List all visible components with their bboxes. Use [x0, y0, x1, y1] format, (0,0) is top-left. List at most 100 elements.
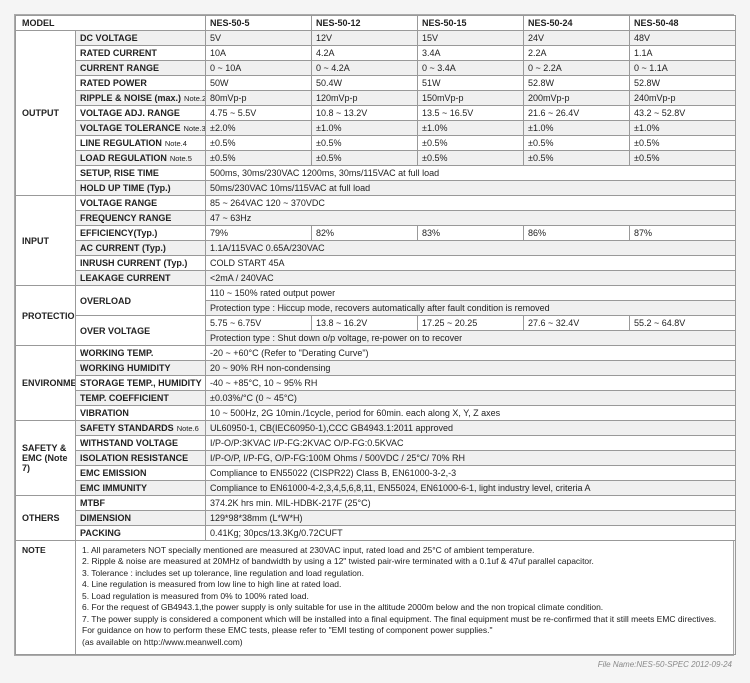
table-row: FREQUENCY RANGE47 ~ 63Hz	[16, 211, 736, 226]
value-cell: 4.75 ~ 5.5V	[206, 106, 312, 121]
value-span: COLD START 45A	[206, 256, 736, 271]
param-label: TEMP. COEFFICIENT	[76, 391, 206, 406]
param-label: RATED POWER	[76, 76, 206, 91]
value-span: ±0.03%/°C (0 ~ 45°C)	[206, 391, 736, 406]
value-cell: 5.75 ~ 6.75V	[206, 316, 312, 331]
value-cell: ±0.5%	[418, 136, 524, 151]
note-line: 3. Tolerance : includes set up tolerance…	[82, 568, 729, 579]
value-cell: 51W	[418, 76, 524, 91]
param-label: FREQUENCY RANGE	[76, 211, 206, 226]
note-line: 7. The power supply is considered a comp…	[82, 614, 729, 637]
param-label: DIMENSION	[76, 511, 206, 526]
value-cell: 86%	[524, 226, 630, 241]
note-line: 1. All parameters NOT specially mentione…	[82, 545, 729, 556]
section-label: INPUT	[16, 196, 76, 286]
table-row: DIMENSION129*98*38mm (L*W*H)	[16, 511, 736, 526]
param-label: EMC IMMUNITY	[76, 481, 206, 496]
param-label: DC VOLTAGE	[76, 31, 206, 46]
value-cell: 3.4A	[418, 46, 524, 61]
table-row: SAFETY & EMC (Note 7)SAFETY STANDARDSNot…	[16, 421, 736, 436]
value-cell: 43.2 ~ 52.8V	[630, 106, 736, 121]
note-line: 5. Load regulation is measured from 0% t…	[82, 591, 729, 602]
value-cell: ±2.0%	[206, 121, 312, 136]
section-label: PROTECTION	[16, 286, 76, 346]
value-span: 1.1A/115VAC 0.65A/230VAC	[206, 241, 736, 256]
value-cell: 27.6 ~ 32.4V	[524, 316, 630, 331]
param-subnote: Note.6	[177, 424, 199, 433]
value-cell: 13.5 ~ 16.5V	[418, 106, 524, 121]
value-cell: 82%	[312, 226, 418, 241]
table-row: LOAD REGULATIONNote.5±0.5%±0.5%±0.5%±0.5…	[16, 151, 736, 166]
param-label: LOAD REGULATIONNote.5	[76, 151, 206, 166]
value-cell: 24V	[524, 31, 630, 46]
param-label: VOLTAGE RANGE	[76, 196, 206, 211]
value-cell: ±0.5%	[630, 136, 736, 151]
table-row: LINE REGULATIONNote.4±0.5%±0.5%±0.5%±0.5…	[16, 136, 736, 151]
notes-row: NOTE 1. All parameters NOT specially ment…	[16, 541, 736, 655]
value-cell: 1.1A	[630, 46, 736, 61]
param-label: RIPPLE & NOISE (max.)Note.2	[76, 91, 206, 106]
header-model-label: MODEL	[16, 16, 206, 31]
value-cell: ±0.5%	[630, 151, 736, 166]
value-cell: 240mVp-p	[630, 91, 736, 106]
note-line: 2. Ripple & noise are measured at 20MHz …	[82, 556, 729, 567]
value-cell: ±0.5%	[312, 151, 418, 166]
spec-table: MODELNES-50-5NES-50-12NES-50-15NES-50-24…	[15, 15, 736, 655]
param-label: WITHSTAND VOLTAGE	[76, 436, 206, 451]
value-cell: ±1.0%	[418, 121, 524, 136]
value-span: Protection type : Shut down o/p voltage,…	[206, 331, 736, 346]
value-span: 85 ~ 264VAC 120 ~ 370VDC	[206, 196, 736, 211]
param-label: PACKING	[76, 526, 206, 541]
table-row: OUTPUTDC VOLTAGE5V12V15V24V48V	[16, 31, 736, 46]
value-cell: 17.25 ~ 20.25	[418, 316, 524, 331]
value-cell: 5V	[206, 31, 312, 46]
value-span: Compliance to EN55022 (CISPR22) Class B,…	[206, 466, 736, 481]
section-label: OUTPUT	[16, 31, 76, 196]
value-cell: 15V	[418, 31, 524, 46]
value-span: 50ms/230VAC 10ms/115VAC at full load	[206, 181, 736, 196]
header-model-4: NES-50-48	[630, 16, 736, 31]
table-row: HOLD UP TIME (Typ.)50ms/230VAC 10ms/115V…	[16, 181, 736, 196]
param-label: OVER VOLTAGE	[76, 316, 206, 346]
table-row: OTHERSMTBF374.2K hrs min. MIL-HDBK-217F …	[16, 496, 736, 511]
spec-sheet: MODELNES-50-5NES-50-12NES-50-15NES-50-24…	[14, 14, 734, 656]
value-span: 10 ~ 500Hz, 2G 10min./1cycle, period for…	[206, 406, 736, 421]
table-row: VIBRATION10 ~ 500Hz, 2G 10min./1cycle, p…	[16, 406, 736, 421]
value-span: 129*98*38mm (L*W*H)	[206, 511, 736, 526]
header-row: MODELNES-50-5NES-50-12NES-50-15NES-50-24…	[16, 16, 736, 31]
param-label: LEAKAGE CURRENT	[76, 271, 206, 286]
table-row: VOLTAGE ADJ. RANGE4.75 ~ 5.5V10.8 ~ 13.2…	[16, 106, 736, 121]
file-footer: File Name:NES-50-SPEC 2012-09-24	[14, 656, 734, 669]
param-subnote: Note.5	[170, 154, 192, 163]
table-row: RIPPLE & NOISE (max.)Note.280mVp-p120mVp…	[16, 91, 736, 106]
param-label: SAFETY STANDARDSNote.6	[76, 421, 206, 436]
note-line: (as available on http://www.meanwell.com…	[82, 637, 729, 648]
value-cell: 4.2A	[312, 46, 418, 61]
value-cell: 10A	[206, 46, 312, 61]
table-row: ISOLATION RESISTANCEI/P-O/P, I/P-FG, O/P…	[16, 451, 736, 466]
value-cell: 200mVp-p	[524, 91, 630, 106]
value-span: 20 ~ 90% RH non-condensing	[206, 361, 736, 376]
section-label: SAFETY & EMC (Note 7)	[16, 421, 76, 496]
value-cell: 12V	[312, 31, 418, 46]
table-row: CURRENT RANGE0 ~ 10A0 ~ 4.2A0 ~ 3.4A0 ~ …	[16, 61, 736, 76]
value-span: <2mA / 240VAC	[206, 271, 736, 286]
header-model-0: NES-50-5	[206, 16, 312, 31]
value-span: -40 ~ +85°C, 10 ~ 95% RH	[206, 376, 736, 391]
header-model-3: NES-50-24	[524, 16, 630, 31]
value-cell: 87%	[630, 226, 736, 241]
notes-label: NOTE	[16, 541, 76, 655]
param-label: LINE REGULATIONNote.4	[76, 136, 206, 151]
header-model-1: NES-50-12	[312, 16, 418, 31]
table-row: WITHSTAND VOLTAGEI/P-O/P:3KVAC I/P-FG:2K…	[16, 436, 736, 451]
value-cell: ±0.5%	[524, 136, 630, 151]
section-label: ENVIRONMENT	[16, 346, 76, 421]
notes-body: 1. All parameters NOT specially mentione…	[76, 541, 736, 655]
value-cell: 50W	[206, 76, 312, 91]
param-label: ISOLATION RESISTANCE	[76, 451, 206, 466]
value-span: Compliance to EN61000-4-2,3,4,5,6,8,11, …	[206, 481, 736, 496]
header-model-2: NES-50-15	[418, 16, 524, 31]
section-label: OTHERS	[16, 496, 76, 541]
value-cell: 79%	[206, 226, 312, 241]
value-cell: 0 ~ 2.2A	[524, 61, 630, 76]
